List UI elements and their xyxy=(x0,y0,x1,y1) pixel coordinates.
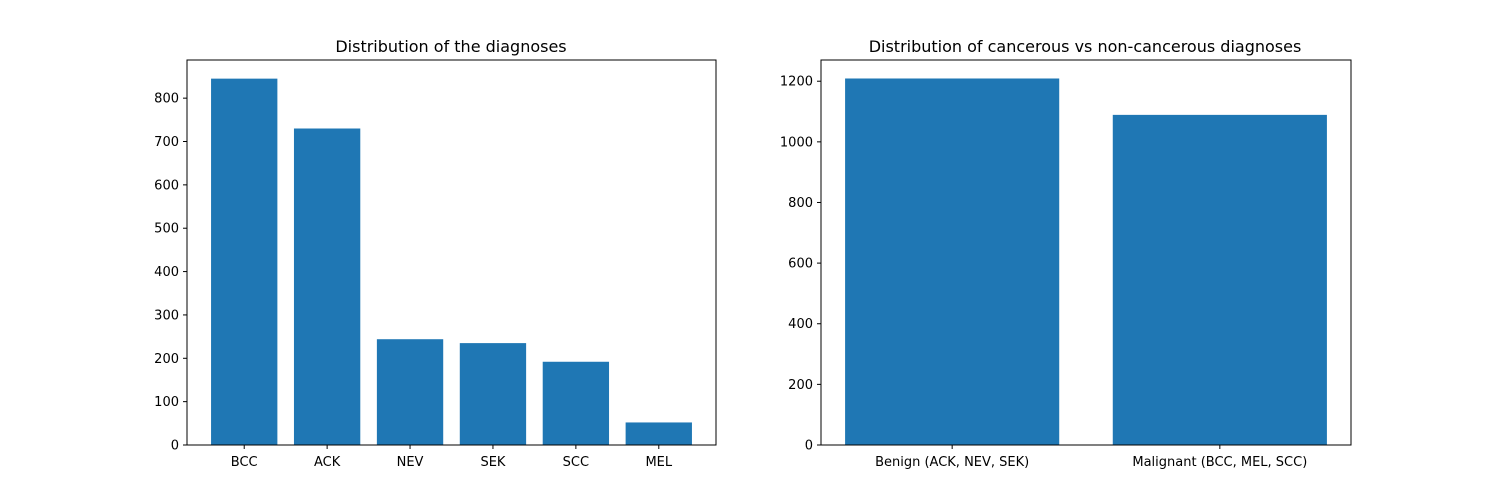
diagnoses-distribution-chart: Distribution of the diagnoses 0 100 200 300… xyxy=(154,37,717,470)
bar-sek xyxy=(459,343,527,445)
y-tick-label: 500 xyxy=(154,222,179,237)
axes-frame xyxy=(820,59,1352,446)
x-tick-label: Benign (ACK, NEV, SEK) xyxy=(875,455,1029,470)
y-tick-label: 200 xyxy=(788,378,813,393)
y-tick-label: 400 xyxy=(154,265,179,280)
y-tick-label: 100 xyxy=(154,395,179,410)
x-tick-label: MEL xyxy=(645,455,672,470)
bar-ack xyxy=(293,128,361,445)
y-tick-label: 400 xyxy=(788,317,813,332)
axes-frame xyxy=(186,59,717,446)
bar-nev xyxy=(376,339,444,445)
y-tick-label: 300 xyxy=(154,308,179,323)
y-tick-label: 600 xyxy=(154,178,179,193)
x-tick-label: BCC xyxy=(231,455,258,470)
bar-benign-ack-nev-sek xyxy=(845,78,1060,446)
y-tick-label: 600 xyxy=(788,257,813,272)
y-tick-label: 1200 xyxy=(780,75,813,90)
y-tick-label: 700 xyxy=(154,135,179,150)
x-tick-label: SEK xyxy=(480,455,505,470)
x-tick-label: SCC xyxy=(563,455,589,470)
x-tick-label: NEV xyxy=(397,455,424,470)
bar-scc xyxy=(542,361,610,445)
y-tick-label: 800 xyxy=(788,196,813,211)
y-tick-label: 0 xyxy=(171,439,179,454)
y-tick-label: 200 xyxy=(154,352,179,367)
bar-bcc xyxy=(211,78,278,445)
y-tick-label: 800 xyxy=(154,92,179,107)
x-tick-label: ACK xyxy=(314,455,341,470)
chart-title: Distribution of the diagnoses xyxy=(335,37,566,56)
chart-title: Distribution of cancerous vs non-cancero… xyxy=(869,37,1302,56)
bar-malignant-bcc-mel-scc xyxy=(1112,114,1327,446)
y-tick-label: 1000 xyxy=(780,135,813,150)
y-tick-label: 0 xyxy=(805,439,813,454)
bar-mel xyxy=(625,422,692,445)
cancerous-distribution-chart: Distribution of cancerous vs non-cancero… xyxy=(780,37,1352,470)
x-tick-label: Malignant (BCC, MEL, SCC) xyxy=(1132,455,1307,470)
